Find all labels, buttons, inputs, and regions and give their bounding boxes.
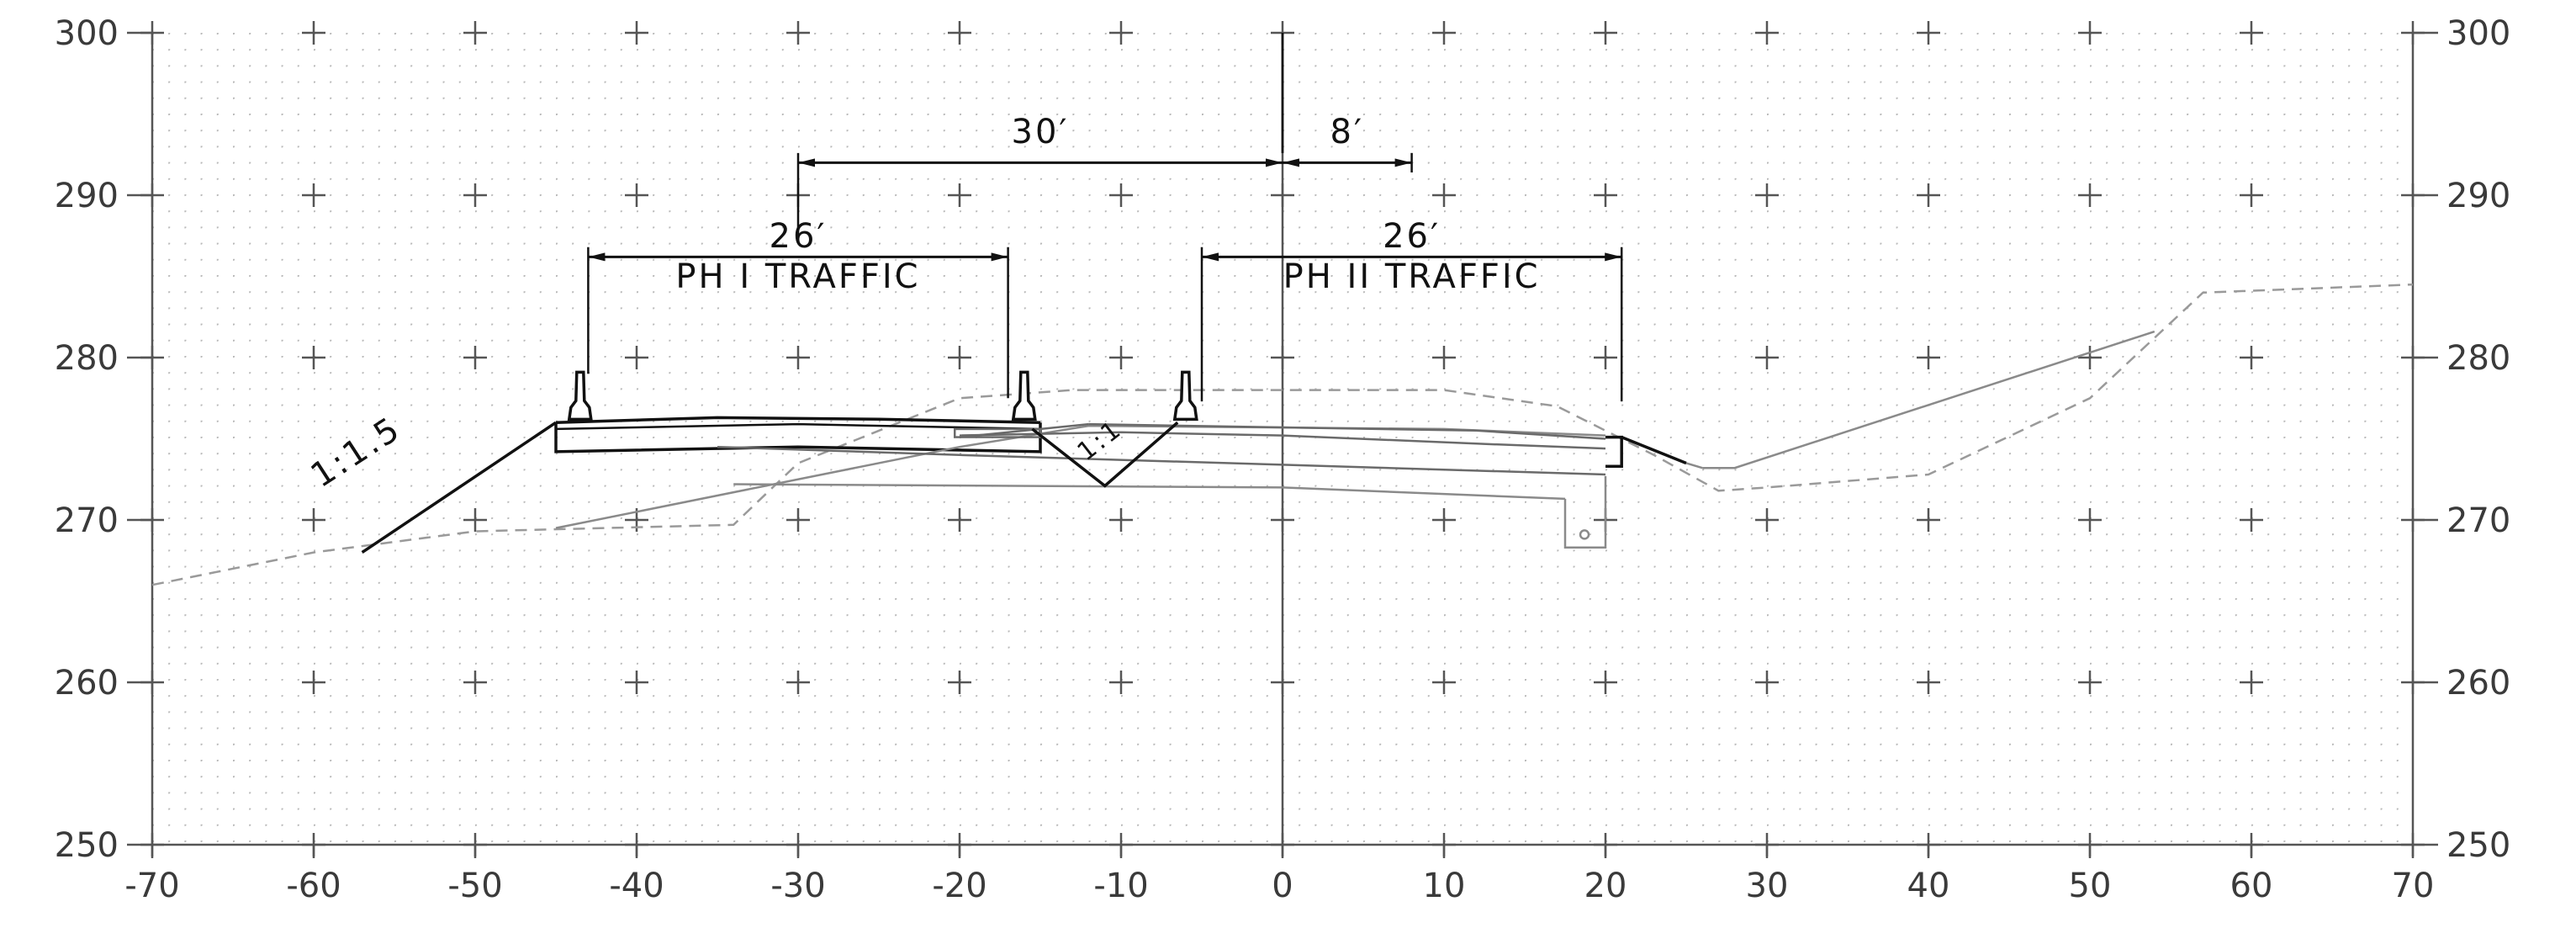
median-slab [953, 427, 1042, 438]
x-tick-label: -30 [770, 867, 825, 905]
existing-ground-line [151, 283, 2414, 586]
x-tick-label: 50 [2069, 867, 2112, 905]
right-curb [1605, 435, 1623, 469]
y-tick-label-right: 250 [2446, 826, 2510, 865]
y-tick-label-right: 280 [2446, 339, 2510, 378]
phase1-width-label: 26′ [770, 217, 828, 256]
x-tick-label: -10 [1093, 867, 1148, 905]
median-ditch [1031, 421, 1179, 488]
phase1-traffic-label: PH I TRAFFIC [675, 257, 920, 296]
final-grade-top [1088, 422, 1606, 440]
right-proposed-slope [1702, 330, 2155, 469]
x-tick-label: 60 [2230, 867, 2273, 905]
drain-pipe-icon [1579, 529, 1590, 540]
dimension-8ft-label: 8′ [1330, 113, 1365, 151]
y-tick-label-right: 270 [2446, 501, 2510, 540]
y-tick-label-right: 290 [2446, 177, 2510, 215]
phase1-pavement-top-inner [555, 422, 1041, 431]
fill-slope-line [361, 421, 557, 554]
x-tick-label: 20 [1584, 867, 1627, 905]
x-tick-label: 40 [1907, 867, 1950, 905]
dimension-lines [587, 33, 1623, 402]
x-axis-tick-labels: -70 -60 -50 -40 -30 -20 -10 0 10 20 30 40 50 60 70 [124, 867, 2434, 905]
base-course-line [717, 445, 1606, 476]
x-tick-label: -70 [124, 867, 179, 905]
x-tick-label: 70 [2392, 867, 2435, 905]
y-tick-label-left: 270 [55, 501, 119, 540]
y-tick-label-left: 290 [55, 177, 119, 215]
x-tick-label: -20 [932, 867, 986, 905]
barrier-2 [1011, 370, 1037, 422]
right-slope-join [1685, 462, 1703, 469]
dimension-30ft-label: 30′ [1012, 113, 1070, 151]
phase2-width-label: 26′ [1383, 217, 1441, 256]
y-tick-label-right: 300 [2446, 14, 2510, 53]
phase2-traffic-label: PH II TRAFFIC [1283, 257, 1541, 296]
y-tick-label-left: 280 [55, 339, 119, 378]
x-tick-label: -50 [447, 867, 502, 905]
phase1-pavement-top [555, 416, 1041, 424]
y-tick-label-left: 250 [55, 826, 119, 865]
median-approach [959, 422, 1089, 438]
y-tick-label-right: 260 [2446, 664, 2510, 703]
y-axis-tick-labels-left: 250 260 270 280 290 300 [55, 14, 119, 865]
proposed-section [361, 330, 2155, 554]
x-tick-label: 0 [1272, 867, 1293, 905]
axes [151, 33, 2415, 846]
y-tick-label-left: 300 [55, 14, 119, 53]
y-axis-tick-labels-right: 250 260 270 280 290 300 [2446, 14, 2510, 865]
barrier-3 [1172, 370, 1198, 422]
x-tick-label: 10 [1423, 867, 1466, 905]
phase1-pavement-box [554, 422, 1042, 453]
final-grade-mid [959, 431, 1606, 450]
y-tick-label-left: 260 [55, 664, 119, 703]
x-tick-label: -60 [286, 867, 341, 905]
right-curb-slope [1621, 435, 1687, 465]
barrier-1 [567, 370, 593, 422]
drainage-structure [1563, 475, 1607, 549]
x-tick-label: -40 [609, 867, 664, 905]
x-tick-label: 30 [1746, 867, 1789, 905]
subbase-line [733, 483, 1566, 501]
